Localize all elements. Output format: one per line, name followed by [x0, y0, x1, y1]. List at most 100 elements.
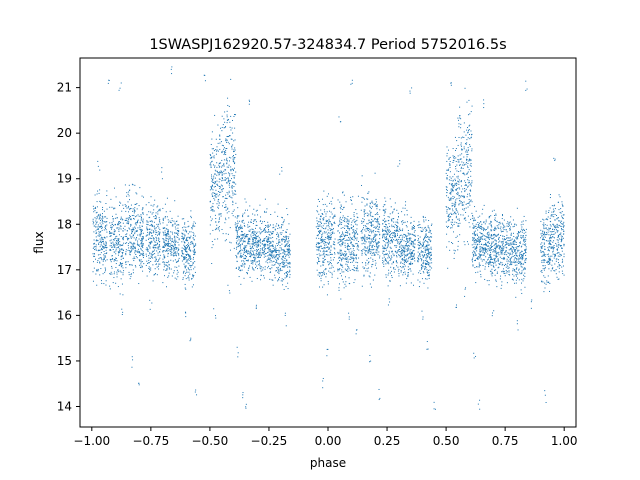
data-point — [233, 149, 235, 151]
data-point — [370, 229, 372, 231]
data-point — [118, 252, 120, 254]
data-point — [226, 198, 228, 200]
data-point — [345, 254, 347, 256]
data-point — [189, 238, 191, 240]
data-point — [236, 243, 238, 245]
data-point — [373, 220, 375, 222]
data-point — [234, 216, 236, 218]
data-point — [165, 211, 167, 213]
data-point — [155, 260, 157, 262]
data-point — [176, 232, 178, 234]
data-point — [461, 161, 463, 163]
data-point — [267, 237, 269, 239]
data-point — [477, 243, 479, 245]
data-point — [235, 227, 237, 229]
data-point — [426, 271, 428, 273]
data-point — [141, 239, 143, 241]
data-point — [279, 247, 281, 249]
data-point — [329, 252, 331, 254]
data-point — [252, 252, 254, 254]
data-point — [351, 268, 353, 270]
data-point — [268, 241, 270, 243]
data-point — [115, 241, 117, 243]
data-point — [287, 240, 289, 242]
data-point — [322, 241, 324, 243]
data-point — [445, 221, 447, 223]
data-point — [142, 218, 144, 220]
data-point — [351, 244, 353, 246]
data-point — [103, 258, 105, 260]
data-point — [342, 241, 344, 243]
data-point — [109, 222, 111, 224]
data-point — [218, 172, 220, 174]
data-point — [227, 177, 229, 179]
data-point — [214, 229, 216, 231]
data-point — [121, 248, 123, 250]
data-point — [345, 285, 347, 287]
data-point — [373, 204, 375, 206]
data-point — [263, 252, 265, 254]
data-point — [245, 251, 246, 253]
data-point — [236, 236, 238, 238]
data-point — [393, 271, 395, 273]
data-point — [345, 253, 347, 255]
data-point — [183, 270, 185, 272]
data-point — [218, 226, 220, 228]
data-point — [287, 248, 289, 250]
data-point — [379, 209, 381, 211]
data-point — [119, 225, 121, 227]
data-point — [124, 225, 126, 227]
data-point — [172, 245, 174, 247]
data-point — [105, 242, 107, 244]
data-point — [128, 191, 130, 193]
data-point — [184, 256, 186, 258]
data-point — [282, 224, 284, 226]
data-point — [151, 255, 153, 257]
data-point — [469, 226, 471, 228]
data-point — [163, 234, 165, 236]
data-point — [346, 239, 348, 241]
data-point — [446, 178, 448, 180]
data-point — [382, 206, 384, 208]
data-point — [255, 263, 257, 265]
data-point — [330, 263, 332, 265]
data-point — [157, 254, 159, 256]
data-point — [447, 215, 449, 217]
data-point — [329, 267, 331, 269]
data-point — [159, 223, 161, 225]
data-point — [348, 249, 350, 251]
data-point — [378, 251, 380, 253]
data-point — [393, 235, 395, 237]
data-point — [326, 225, 328, 227]
data-point — [427, 247, 429, 249]
data-point — [452, 186, 453, 188]
data-point — [277, 257, 279, 259]
data-point — [134, 247, 136, 249]
data-point — [426, 278, 428, 280]
data-point — [274, 211, 276, 213]
data-point — [400, 241, 402, 243]
data-point — [131, 236, 133, 238]
data-point — [449, 249, 451, 251]
data-point — [446, 233, 448, 235]
data-point — [397, 242, 399, 244]
data-point — [340, 204, 342, 206]
data-point — [92, 247, 94, 249]
data-point — [320, 222, 322, 224]
data-point — [278, 251, 280, 253]
data-point — [345, 232, 347, 234]
data-point — [173, 236, 175, 238]
data-point — [233, 181, 235, 183]
data-point — [318, 272, 320, 274]
data-point — [116, 260, 118, 262]
data-point — [397, 266, 399, 268]
data-point — [250, 234, 252, 236]
data-point — [273, 231, 275, 233]
data-point — [374, 254, 376, 256]
data-point — [382, 230, 384, 232]
data-point — [163, 240, 165, 242]
data-point — [120, 202, 122, 204]
data-point — [418, 245, 420, 247]
data-point — [400, 229, 402, 231]
data-point — [367, 198, 369, 200]
